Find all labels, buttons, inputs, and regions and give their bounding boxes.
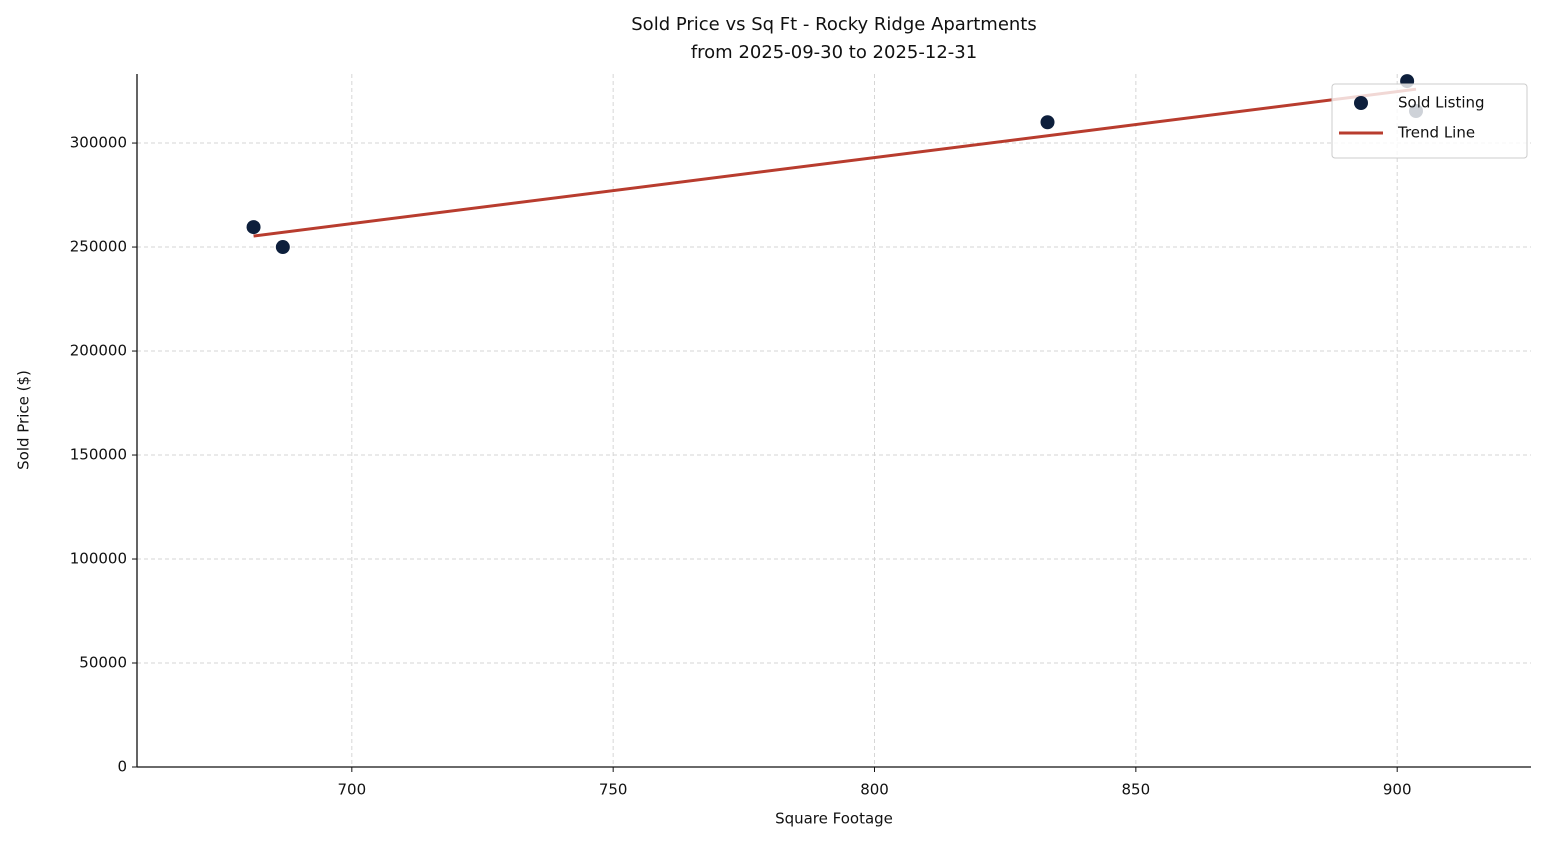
y-tick-label: 0: [117, 758, 127, 776]
y-tick-label: 250000: [70, 238, 127, 256]
data-point: [275, 240, 290, 255]
y-axis-label: Sold Price ($): [15, 370, 33, 470]
data-point: [1040, 115, 1055, 130]
y-tick-label: 200000: [70, 342, 127, 360]
x-axis-label: Square Footage: [775, 810, 893, 828]
legend-marker: [1354, 96, 1368, 110]
x-tick-label: 850: [1122, 781, 1151, 799]
y-tick-label: 150000: [70, 446, 127, 464]
chart-title: Sold Price vs Sq Ft - Rocky Ridge Apartm…: [631, 14, 1037, 35]
chart-subtitle: from 2025-09-30 to 2025-12-31: [691, 42, 977, 63]
x-tick-label: 700: [338, 781, 367, 799]
x-tick-label: 800: [860, 781, 889, 799]
legend-label: Trend Line: [1397, 124, 1475, 142]
trend-line: [253, 87, 1417, 238]
x-tick-label: 750: [599, 781, 628, 799]
y-tick-label: 50000: [79, 654, 127, 672]
data-point: [246, 220, 261, 235]
y-tick-label: 100000: [70, 550, 127, 568]
y-tick-label: 300000: [70, 134, 127, 152]
legend: Sold Listing Trend Line: [1331, 83, 1528, 159]
legend-box: [1331, 83, 1528, 159]
legend-label: Sold Listing: [1398, 94, 1485, 112]
x-tick-label: 900: [1383, 781, 1412, 799]
